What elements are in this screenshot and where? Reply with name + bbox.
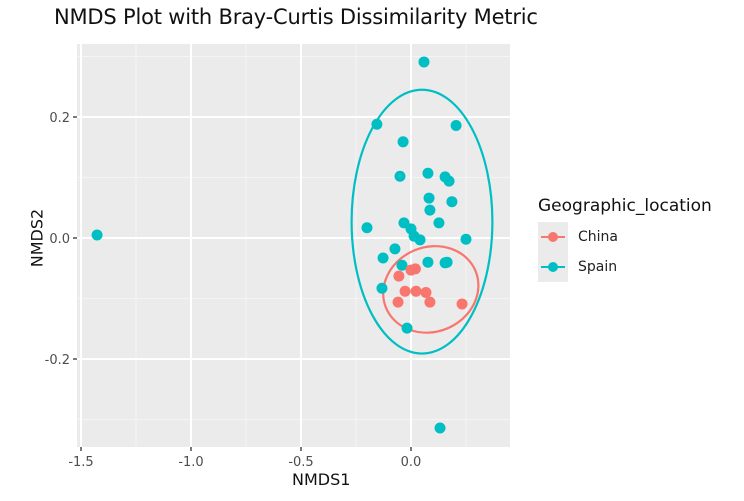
point-spain (434, 422, 446, 434)
legend-label-spain: Spain (578, 259, 618, 275)
point-spain (377, 252, 389, 264)
axis-ticks: -1.5 -1.0 -0.5 0.0 -0.2 0.0 0.2 (45, 111, 422, 470)
point-spain (439, 257, 451, 269)
point-spain (401, 322, 413, 334)
point-spain (396, 259, 408, 271)
point-china (420, 286, 432, 298)
legend-dot-spain (548, 262, 558, 272)
point-spain (376, 282, 388, 294)
x-axis-label: NMDS1 (292, 470, 351, 489)
svg-text:-0.2: -0.2 (45, 353, 70, 368)
point-spain (450, 119, 462, 131)
point-spain (389, 243, 401, 255)
point-spain (424, 204, 436, 216)
svg-text:-0.5: -0.5 (288, 455, 313, 470)
chart-title: NMDS Plot with Bray-Curtis Dissimilarity… (54, 5, 538, 29)
legend: Geographic_location China Spain (538, 196, 712, 282)
point-china (424, 296, 436, 308)
legend-dot-china (548, 232, 558, 242)
gridlines (77, 44, 510, 447)
y-axis-label: NMDS2 (27, 208, 47, 268)
legend-key-china (538, 222, 568, 252)
point-spain (446, 196, 458, 208)
point-spain (371, 118, 383, 130)
legend-item-spain: Spain (538, 252, 712, 282)
point-spain (414, 234, 426, 246)
point-china (399, 285, 411, 297)
legend-key-spain (538, 252, 568, 282)
point-china (393, 270, 405, 282)
svg-text:0.0: 0.0 (401, 455, 422, 470)
plot-panel (77, 44, 510, 447)
point-spain (394, 170, 406, 182)
svg-text:-1.5: -1.5 (68, 455, 93, 470)
point-spain (91, 229, 103, 241)
svg-text:0.2: 0.2 (49, 111, 70, 126)
point-china (456, 298, 468, 310)
svg-text:-1.0: -1.0 (178, 455, 203, 470)
point-spain (423, 192, 435, 204)
legend-label-china: China (578, 229, 618, 245)
data-points (91, 56, 472, 434)
point-spain (418, 56, 430, 68)
point-spain (433, 217, 445, 229)
point-china (410, 285, 422, 297)
svg-text:0.0: 0.0 (49, 232, 70, 247)
point-spain (422, 167, 434, 179)
point-spain (443, 175, 455, 187)
point-spain (361, 222, 373, 234)
point-china (392, 296, 404, 308)
legend-title: Geographic_location (538, 196, 712, 216)
confidence-ellipses (350, 88, 494, 355)
legend-item-china: China (538, 222, 712, 252)
point-spain (460, 233, 472, 245)
point-spain (397, 136, 409, 148)
point-spain (422, 256, 434, 268)
point-china (405, 264, 417, 276)
